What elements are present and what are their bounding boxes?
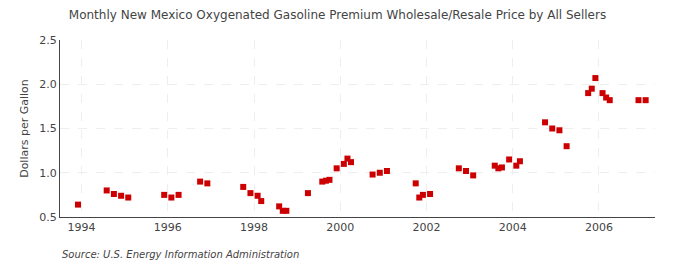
svg-text:1.0: 1.0 [39, 167, 57, 180]
svg-text:Monthly New Mexico Oxygenated: Monthly New Mexico Oxygenated Gasoline P… [69, 8, 606, 22]
svg-text:2004: 2004 [499, 221, 527, 234]
svg-text:1.5: 1.5 [39, 122, 57, 135]
svg-text:1994: 1994 [68, 221, 96, 234]
svg-text:2006: 2006 [585, 221, 613, 234]
svg-text:2002: 2002 [412, 221, 440, 234]
svg-text:2.0: 2.0 [39, 78, 57, 91]
svg-text:0.5: 0.5 [39, 211, 57, 224]
svg-text:2.5: 2.5 [39, 34, 57, 47]
svg-text:2000: 2000 [326, 221, 354, 234]
svg-text:Source: U.S. Energy Informatio: Source: U.S. Energy Information Administ… [62, 249, 299, 260]
svg-text:1996: 1996 [154, 221, 182, 234]
svg-text:1998: 1998 [240, 221, 268, 234]
svg-text:Dollars per Gallon: Dollars per Gallon [18, 79, 31, 178]
